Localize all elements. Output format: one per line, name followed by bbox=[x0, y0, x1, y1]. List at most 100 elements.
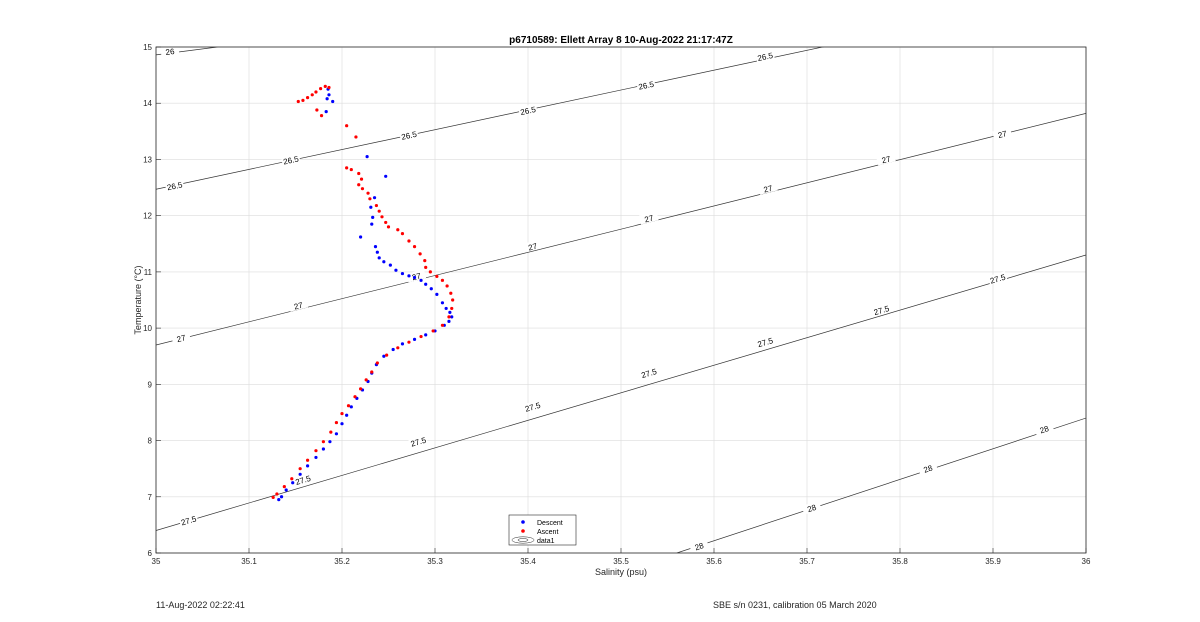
descent-point bbox=[400, 271, 405, 276]
descent-point bbox=[375, 250, 379, 254]
ascent-point bbox=[314, 449, 318, 453]
x-tick-label: 35.7 bbox=[799, 557, 815, 566]
descent-point bbox=[291, 481, 295, 485]
ascent-point bbox=[396, 346, 400, 350]
x-tick-label: 35.5 bbox=[613, 557, 629, 566]
ascent-point bbox=[319, 113, 324, 118]
contour-label: 28 bbox=[801, 500, 822, 515]
ascent-point bbox=[449, 291, 453, 295]
contour-label-text: 26.5 bbox=[638, 80, 656, 92]
ascent-point bbox=[407, 239, 411, 243]
y-tick-label: 9 bbox=[148, 380, 153, 389]
ascent-point bbox=[357, 171, 361, 176]
ascent-point bbox=[377, 209, 381, 213]
descent-point bbox=[277, 497, 281, 502]
ascent-point bbox=[451, 298, 455, 302]
contour-label-text: 26.5 bbox=[282, 154, 300, 166]
contour-line-28 bbox=[676, 417, 1086, 553]
x-tick-label: 35.2 bbox=[334, 557, 350, 566]
contour-label-bg bbox=[992, 127, 1012, 141]
ascent-point bbox=[345, 166, 349, 170]
descent-point bbox=[377, 256, 381, 260]
ascent-point bbox=[357, 183, 361, 187]
ascent-point bbox=[305, 96, 310, 100]
contour-label-bg bbox=[160, 47, 180, 57]
contour-label: 27.5 bbox=[178, 513, 199, 527]
descent-point bbox=[394, 268, 398, 272]
contour-label-text: 27 bbox=[527, 241, 538, 252]
contour-label-text: 27.5 bbox=[410, 435, 428, 448]
ascent-point bbox=[321, 440, 325, 444]
contour-label-text: 27.5 bbox=[989, 272, 1007, 285]
contour-label-text: 26.5 bbox=[520, 105, 538, 117]
contour-label: 27.5 bbox=[408, 434, 429, 449]
descent-point bbox=[284, 488, 288, 492]
y-axis-label: Temperature (°C) bbox=[133, 265, 143, 334]
legend-ascent-label: Ascent bbox=[537, 529, 558, 536]
ascent-point bbox=[412, 244, 417, 249]
ascent-point bbox=[346, 404, 351, 408]
contour-label-text: 27 bbox=[176, 333, 187, 344]
contour-label-bg bbox=[755, 49, 775, 63]
descent-point bbox=[407, 274, 411, 278]
descent-point bbox=[435, 292, 439, 296]
ascent-point bbox=[359, 177, 364, 181]
legend-contour-icon-inner bbox=[517, 538, 529, 542]
contour-label-text: 26.5 bbox=[166, 180, 184, 192]
ascent-point bbox=[359, 387, 363, 391]
x-tick-label: 35.6 bbox=[706, 557, 722, 566]
ascent-point bbox=[345, 124, 349, 128]
descent-point bbox=[359, 235, 363, 239]
ascent-point bbox=[315, 108, 319, 112]
contour-label: 27.5 bbox=[871, 302, 892, 317]
ascent-point bbox=[296, 99, 300, 104]
contour-label: 26.5 bbox=[636, 78, 656, 92]
ascent-point bbox=[385, 353, 389, 357]
contour-label-bg bbox=[281, 153, 301, 166]
contour-label-bg bbox=[917, 461, 938, 476]
contour-label: 28 bbox=[917, 461, 938, 476]
contour-label: 27 bbox=[171, 331, 191, 345]
descent-point bbox=[440, 301, 445, 305]
descent-point bbox=[298, 472, 302, 476]
ascent-point bbox=[418, 252, 422, 256]
descent-point bbox=[331, 99, 335, 104]
x-tick-label: 36 bbox=[1082, 557, 1091, 566]
descent-point bbox=[371, 215, 375, 219]
contour-label: 27.5 bbox=[638, 365, 659, 380]
ascent-point bbox=[380, 215, 384, 219]
contour-label-bg bbox=[755, 334, 775, 349]
ascent-point bbox=[282, 485, 286, 489]
contour-label-text: 28 bbox=[694, 541, 706, 553]
contour-label-bg bbox=[1034, 421, 1054, 436]
ascent-point bbox=[435, 274, 439, 278]
contour-label-text: 26.5 bbox=[757, 51, 775, 63]
descent-point bbox=[412, 275, 417, 280]
ascent-point bbox=[450, 306, 454, 311]
series-descent bbox=[277, 87, 454, 502]
ascent-point bbox=[396, 228, 400, 232]
contour-label-bg bbox=[171, 331, 191, 345]
ascent-point bbox=[353, 395, 357, 399]
ascent-point bbox=[310, 93, 314, 97]
contour-label-bg bbox=[757, 181, 778, 195]
contour-label-bg bbox=[987, 271, 1008, 286]
ascent-point bbox=[431, 329, 435, 333]
descent-point bbox=[369, 205, 373, 209]
ascent-point bbox=[419, 334, 423, 339]
y-tick-label: 12 bbox=[143, 212, 152, 221]
descent-point bbox=[388, 263, 392, 267]
descent-point bbox=[444, 306, 448, 311]
ascent-point bbox=[354, 135, 358, 139]
ascent-point bbox=[334, 420, 339, 425]
contour-label-bg bbox=[689, 538, 709, 553]
ascent-point bbox=[400, 232, 405, 236]
descent-point bbox=[321, 447, 325, 451]
x-tick-label: 35 bbox=[152, 557, 161, 566]
contour-label: 27.5 bbox=[755, 334, 775, 349]
ascent-point bbox=[440, 278, 445, 282]
contour-label-bg bbox=[178, 513, 199, 527]
descent-point bbox=[327, 93, 331, 97]
ascent-point bbox=[428, 270, 432, 274]
contour-label: 28 bbox=[1034, 421, 1054, 436]
